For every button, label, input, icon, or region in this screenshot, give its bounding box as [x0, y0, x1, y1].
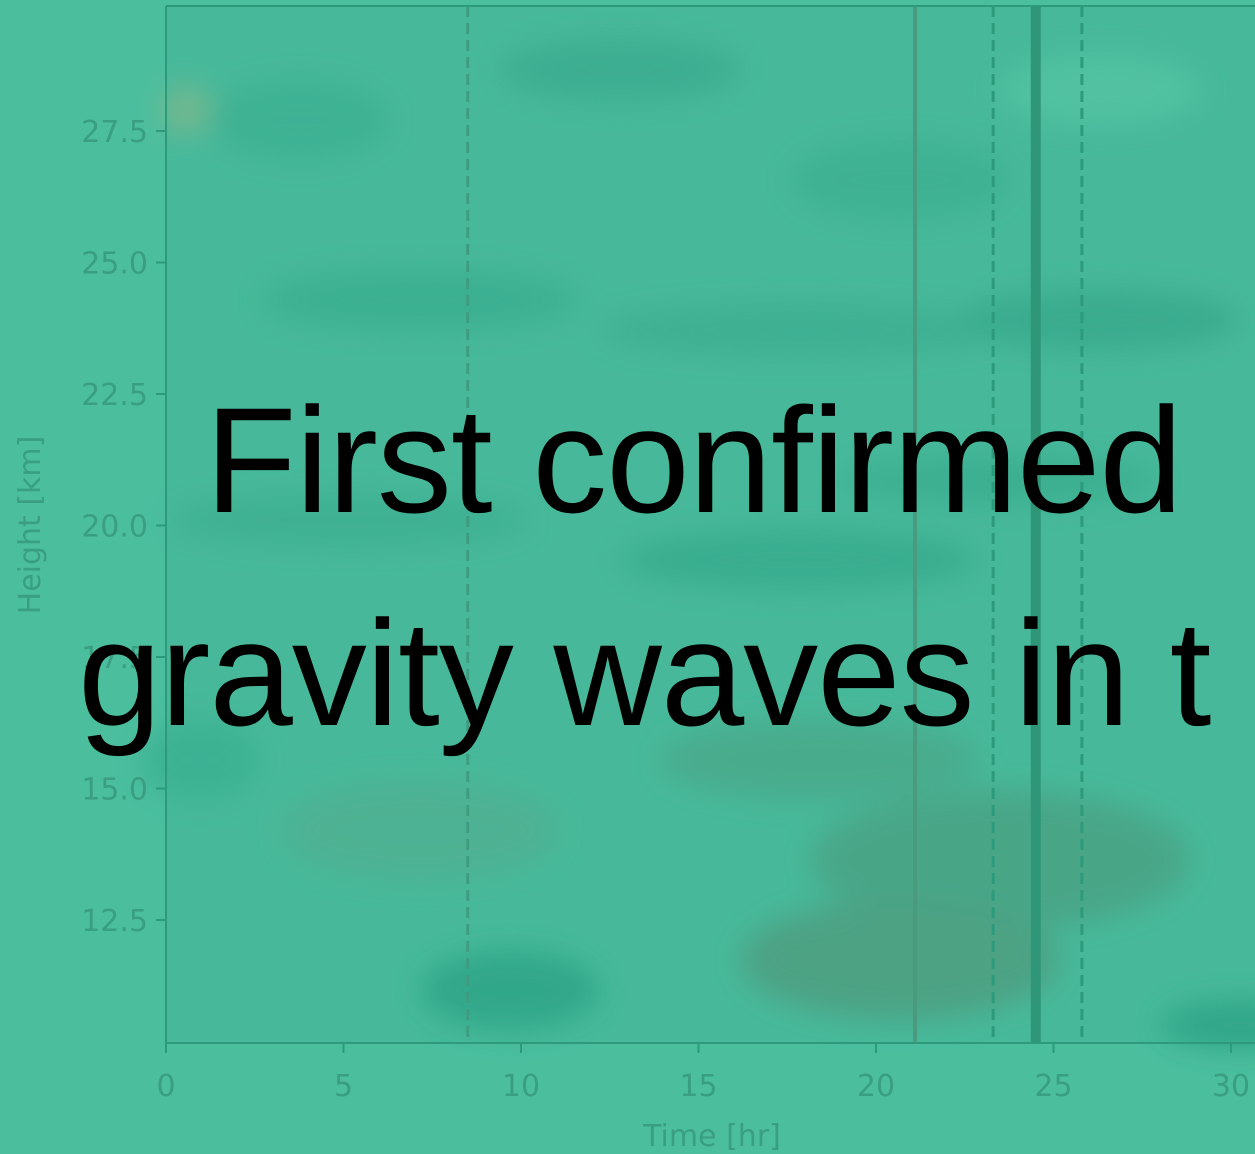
x-tick-label: 30 — [1212, 1069, 1250, 1104]
x-tick-label: 20 — [857, 1069, 895, 1104]
y-tick-label: 15.0 — [81, 773, 148, 808]
x-tick-label: 25 — [1034, 1069, 1072, 1104]
overlay-title-line-2: gravity waves in t — [78, 589, 1211, 757]
y-tick-label: 27.5 — [81, 115, 148, 150]
x-tick-label: 15 — [679, 1069, 717, 1104]
x-axis-label: Time [hr] — [642, 1119, 781, 1154]
y-tick-label: 25.0 — [81, 247, 148, 282]
x-ticks: 0 5 10 15 20 25 30 — [156, 1043, 1250, 1104]
y-tick-label: 22.5 — [81, 378, 148, 413]
heatmap-field — [140, 6, 1255, 1050]
x-tick-label: 5 — [334, 1069, 353, 1104]
vertical-lines — [466, 6, 1084, 1043]
y-tick-label: 17.5 — [81, 641, 148, 676]
y-ticks: 12.5 15.0 17.5 20.0 22.5 25.0 27.5 — [81, 115, 166, 939]
overlay-title-line-1: First confirmed — [205, 376, 1183, 544]
x-tick-label: 0 — [156, 1069, 175, 1104]
y-axis-label: Height [km] — [13, 436, 48, 615]
x-tick-label: 10 — [502, 1069, 540, 1104]
y-tick-label: 12.5 — [81, 904, 148, 939]
y-tick-label: 20.0 — [81, 510, 148, 545]
